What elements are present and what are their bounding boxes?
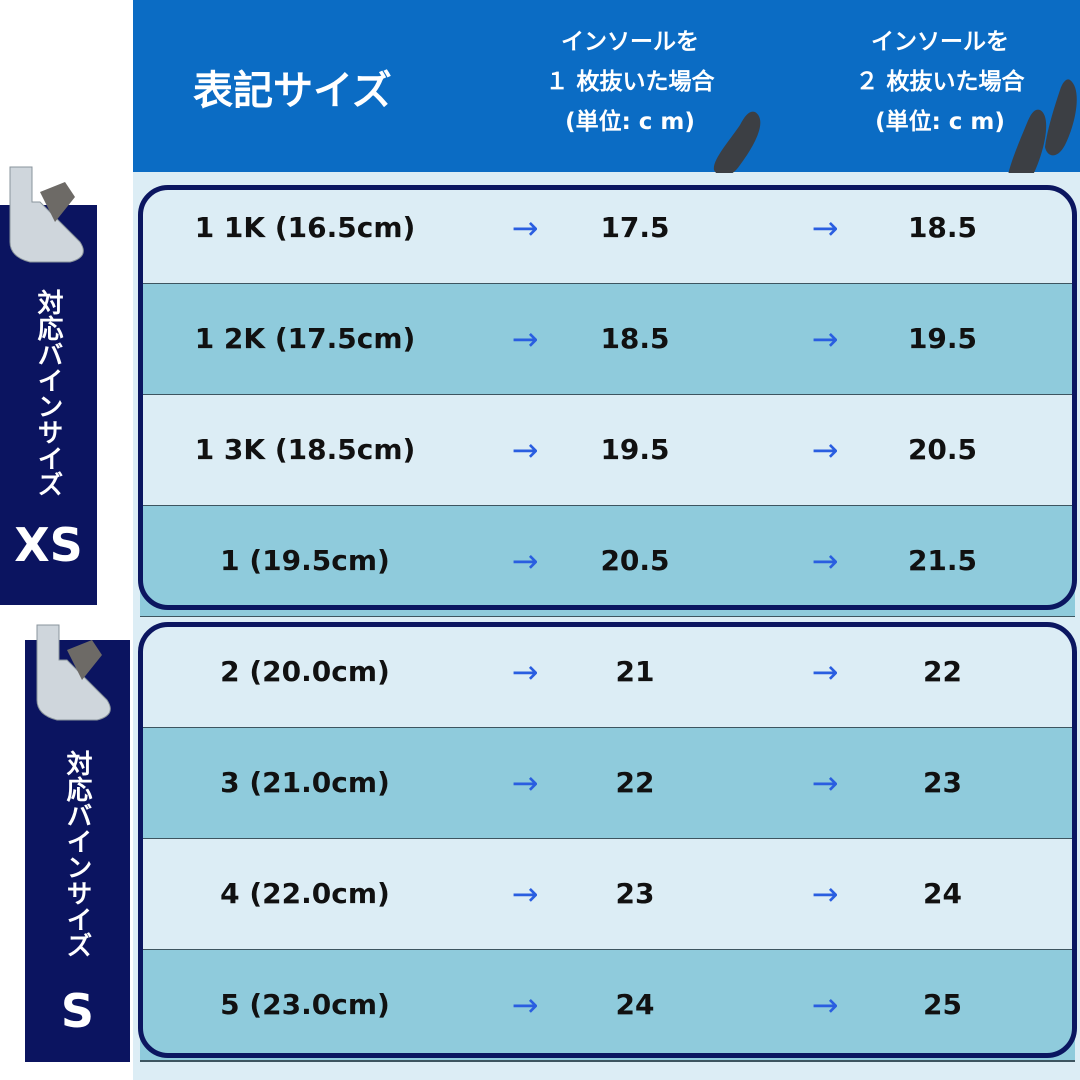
- table-row: 1 (19.5cm) → 20.5 → 21.5: [140, 506, 1075, 618]
- header-line: インソールを: [561, 29, 699, 55]
- one-insole-value: 18.5: [600, 322, 670, 355]
- arrow-icon: →: [811, 542, 839, 580]
- size-label: 1 2K (17.5cm): [194, 322, 416, 355]
- binding-image-icon: [9, 166, 84, 263]
- table-row: 1 2K (17.5cm) → 18.5 → 19.5: [140, 284, 1075, 396]
- size-label: 5 (23.0cm): [220, 988, 390, 1021]
- size-label: 2 (20.0cm): [220, 655, 390, 688]
- two-insoles-value: 24: [923, 877, 962, 910]
- one-insole-value: 17.5: [600, 211, 670, 244]
- arrow-icon: →: [511, 875, 539, 913]
- size-label: 1 (19.5cm): [220, 544, 390, 577]
- arrow-icon: →: [511, 542, 539, 580]
- arrow-icon: →: [811, 431, 839, 469]
- header-size-label: 表記サイズ: [193, 68, 392, 114]
- arrow-icon: →: [811, 209, 839, 247]
- binding-size-value: XS: [14, 518, 83, 572]
- one-insole-value: 22: [615, 766, 655, 799]
- arrow-icon: →: [511, 320, 539, 358]
- table-row: 2 (20.0cm) → 21 → 22: [140, 617, 1075, 729]
- binding-image-icon: [36, 624, 111, 721]
- arrow-icon: →: [511, 431, 539, 469]
- s-group-border: [138, 622, 1077, 1058]
- size-label: 1 1K (16.5cm): [194, 211, 416, 244]
- header-line: (単位: c m): [875, 109, 1005, 135]
- header-line: １ 枚抜いた場合: [545, 69, 715, 95]
- arrow-icon: →: [811, 986, 839, 1024]
- arrow-icon: →: [811, 653, 839, 691]
- two-insoles-value: 22: [923, 655, 962, 688]
- xs-group-border: [138, 185, 1077, 610]
- insole-icon: [713, 111, 761, 177]
- binding-size-value: S: [60, 984, 95, 1038]
- one-insole-value: 19.5: [600, 433, 670, 466]
- arrow-icon: →: [511, 986, 539, 1024]
- table-row: 5 (23.0cm) → 24 → 25: [140, 950, 1075, 1062]
- two-insoles-value: 21.5: [907, 544, 978, 577]
- one-insole-value: 21: [615, 655, 655, 688]
- binding-size-xs-panel: 対応バインサイズ XS: [0, 205, 97, 605]
- arrow-icon: →: [511, 653, 539, 691]
- binding-size-label: 対応バインサイズ: [62, 750, 92, 958]
- header-line: インソールを: [871, 29, 1009, 55]
- two-insoles-value: 19.5: [907, 322, 978, 355]
- insoles-pair-icon: [1007, 79, 1077, 190]
- header-two-insoles-removed: インソールを ２ 枚抜いた場合 (単位: c m): [810, 22, 1070, 142]
- arrow-icon: →: [511, 764, 539, 802]
- two-insoles-value: 23: [923, 766, 962, 799]
- arrow-icon: →: [511, 209, 539, 247]
- two-insoles-value: 25: [923, 988, 962, 1021]
- header-one-insole-removed: インソールを １ 枚抜いた場合 (単位: c m): [500, 22, 760, 142]
- two-insoles-value: 18.5: [907, 211, 978, 244]
- one-insole-value: 20.5: [600, 544, 670, 577]
- one-insole-value: 24: [615, 988, 655, 1021]
- size-label: 4 (22.0cm): [220, 877, 390, 910]
- one-insole-value: 23: [615, 877, 655, 910]
- two-insoles-value: 20.5: [907, 433, 978, 466]
- table-row: 1 3K (18.5cm) → 19.5 → 20.5: [140, 395, 1075, 507]
- header-line: ２ 枚抜いた場合: [855, 69, 1025, 95]
- arrow-icon: →: [811, 764, 839, 802]
- binding-size-label: 対応バインサイズ: [33, 289, 63, 497]
- size-label: 1 3K (18.5cm): [194, 433, 416, 466]
- arrow-icon: →: [811, 875, 839, 913]
- arrow-icon: →: [811, 320, 839, 358]
- table-row: 3 (21.0cm) → 22 → 23: [140, 728, 1075, 840]
- table-row: 4 (22.0cm) → 23 → 24: [140, 839, 1075, 951]
- header-line: (単位: c m): [565, 109, 695, 135]
- table-header: [133, 0, 1080, 172]
- size-label: 3 (21.0cm): [220, 766, 390, 799]
